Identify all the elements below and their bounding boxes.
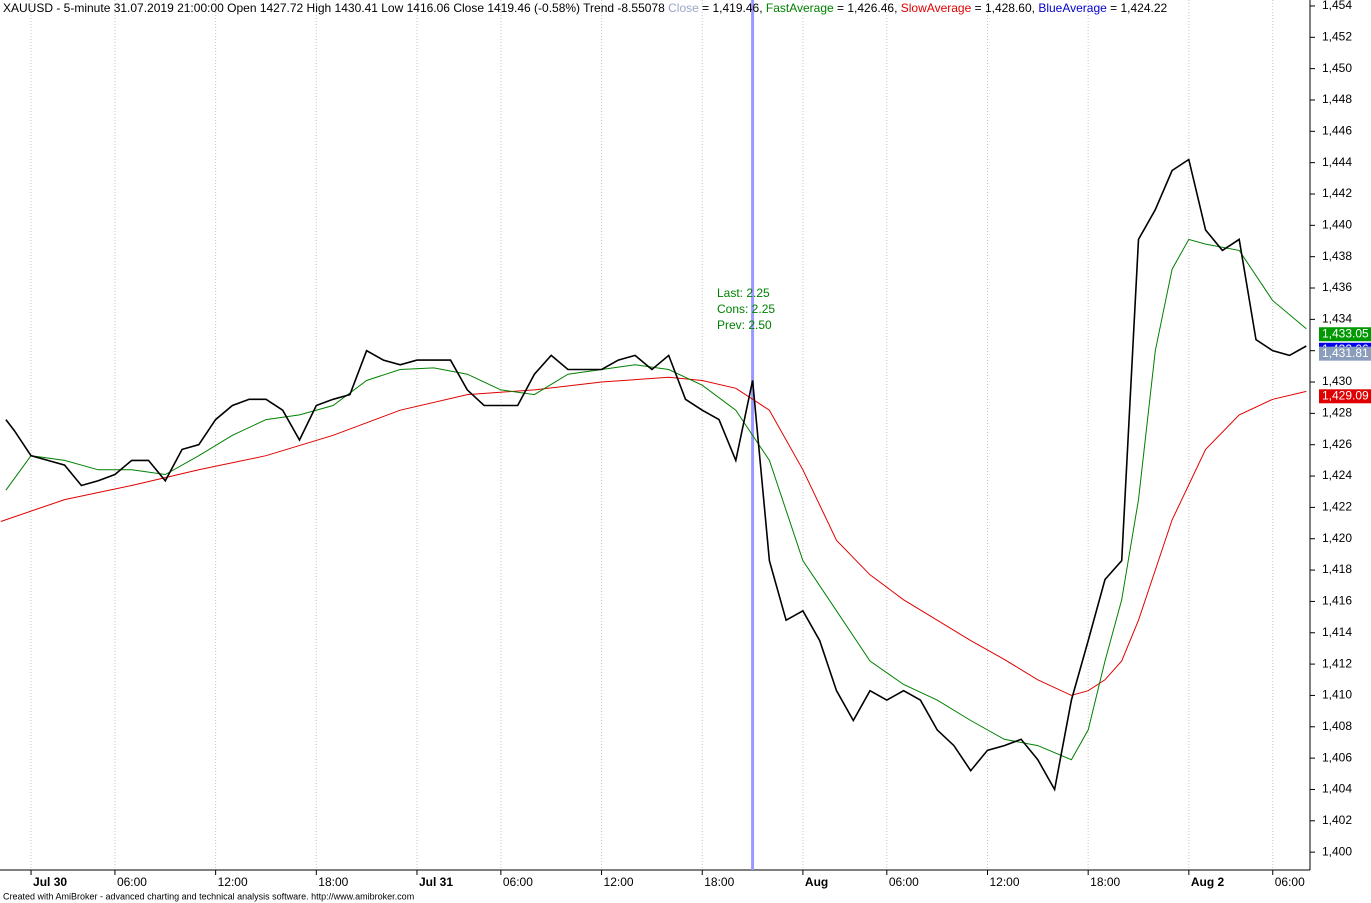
- y-tick-label: 1,442: [1322, 186, 1352, 200]
- chart-header: XAUUSD - 5-minute 31.07.2019 21:00:00 Op…: [3, 1, 1168, 15]
- header-part: Close: [668, 1, 699, 15]
- y-tick-label: 1,444: [1322, 155, 1352, 169]
- x-tick-label: 12:00: [218, 875, 248, 889]
- price-marker: [1319, 346, 1371, 361]
- y-tick-label: 1,424: [1322, 468, 1352, 482]
- x-tick-label: 18:00: [704, 875, 734, 889]
- x-tick-label: 12:00: [604, 875, 634, 889]
- price-marker: [1319, 327, 1371, 342]
- x-tick-label: 18:00: [1090, 875, 1120, 889]
- x-tick-label: Aug: [805, 875, 828, 889]
- x-tick-label: Aug 2: [1191, 875, 1225, 889]
- annotation-text: Prev: 2.50: [717, 318, 772, 332]
- y-tick-label: 1,408: [1322, 719, 1352, 733]
- y-tick-label: 1,420: [1322, 531, 1352, 545]
- y-tick-label: 1,406: [1322, 750, 1352, 764]
- y-tick-label: 1,448: [1322, 92, 1352, 106]
- x-tick-label: 06:00: [889, 875, 919, 889]
- header-part: = 1,428.60,: [971, 1, 1038, 15]
- y-tick-label: 1,410: [1322, 688, 1352, 702]
- y-tick-label: 1,412: [1322, 656, 1352, 670]
- series-line: [5, 158, 1307, 792]
- header-part: = 1,426.46,: [834, 1, 901, 15]
- grid: [30, 0, 1274, 870]
- header-part: FastAverage: [766, 1, 834, 15]
- y-tick-label: 1,452: [1322, 29, 1352, 43]
- x-tick-label: 06:00: [503, 875, 533, 889]
- price-marker: [1319, 389, 1371, 404]
- y-tick-label: 1,426: [1322, 437, 1352, 451]
- x-tick-label: Jul 30: [33, 875, 67, 889]
- series-line: [5, 238, 1307, 761]
- price-marker-label: 1,429.09: [1322, 388, 1369, 402]
- axes: Jul 30 06:00 12:00 18:00 Jul 31 06:00 12:00 18:…: [30, 0, 1371, 889]
- header-part: = 1,424.22: [1107, 1, 1168, 15]
- series-line: [0, 376, 1307, 696]
- footer: Created with AmiBroker - advanced charti…: [3, 891, 414, 901]
- header-part: XAUUSD - 5-minute 31.07.2019 21:00:00 Op…: [3, 1, 668, 15]
- y-tick-label: 1,454: [1322, 0, 1352, 12]
- x-tick-label: 18:00: [318, 875, 348, 889]
- annotation-text: Last: 2.25: [717, 286, 770, 300]
- y-tick-label: 1,422: [1322, 500, 1352, 514]
- annotation-text: Cons: 2.25: [717, 302, 775, 316]
- y-tick-label: 1,450: [1322, 61, 1352, 75]
- x-tick-label: 06:00: [117, 875, 147, 889]
- y-tick-label: 1,418: [1322, 562, 1352, 576]
- y-tick-label: 1,400: [1322, 844, 1352, 858]
- y-tick-label: 1,434: [1322, 312, 1352, 326]
- plot: [0, 0, 1307, 870]
- y-tick-label: 1,402: [1322, 813, 1352, 827]
- x-tick-label: 12:00: [989, 875, 1019, 889]
- y-tick-label: 1,438: [1322, 249, 1352, 263]
- price-marker-label: 1,431.81: [1322, 346, 1369, 360]
- y-tick-label: 1,404: [1322, 782, 1352, 796]
- price-marker-label: 1,433.05: [1322, 326, 1369, 340]
- y-tick-label: 1,416: [1322, 594, 1352, 608]
- x-tick-label: Jul 31: [419, 875, 453, 889]
- y-tick-label: 1,414: [1322, 625, 1352, 639]
- header-part: = 1,419.46,: [699, 1, 766, 15]
- annotation: Last: 2.25 Cons: 2.25 Prev: 2.50: [717, 286, 775, 332]
- header-part: BlueAverage: [1038, 1, 1107, 15]
- y-tick-label: 1,436: [1322, 280, 1352, 294]
- y-tick-label: 1,428: [1322, 406, 1352, 420]
- y-tick-label: 1,430: [1322, 374, 1352, 388]
- y-tick-label: 1,446: [1322, 123, 1352, 137]
- header-part: SlowAverage: [901, 1, 972, 15]
- y-tick-label: 1,440: [1322, 218, 1352, 232]
- x-tick-label: 06:00: [1275, 875, 1305, 889]
